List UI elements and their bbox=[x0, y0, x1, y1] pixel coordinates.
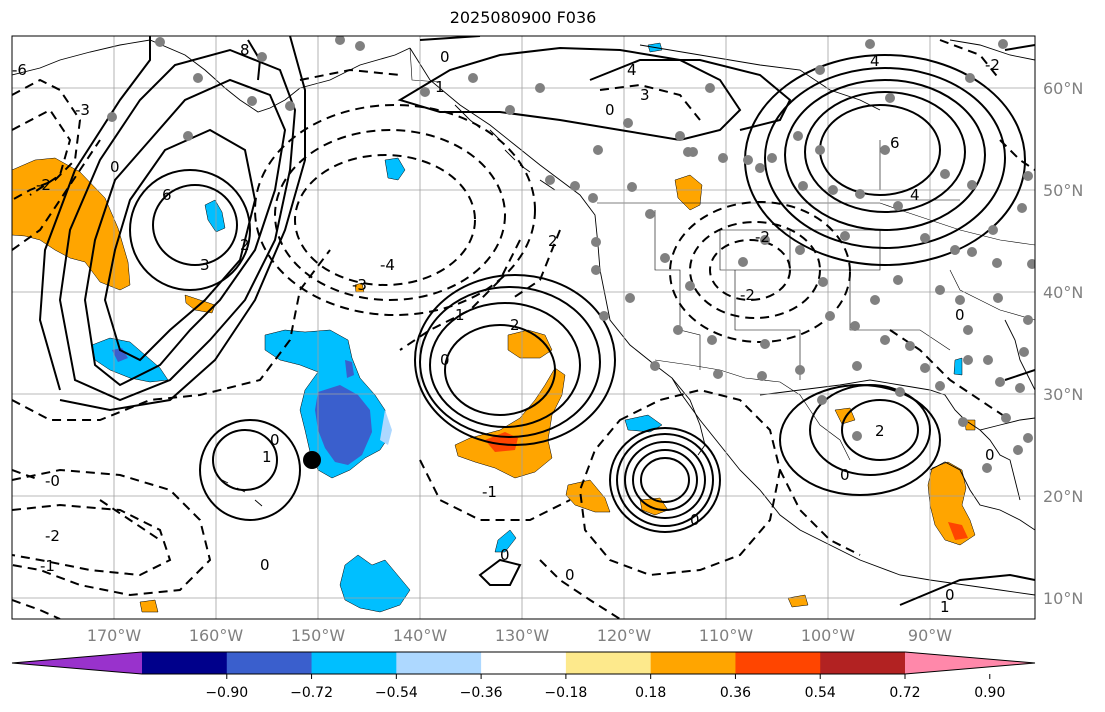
svg-text:6: 6 bbox=[162, 186, 172, 204]
svg-text:-3: -3 bbox=[352, 276, 367, 294]
svg-text:0: 0 bbox=[955, 306, 965, 324]
colorbar-segment bbox=[226, 652, 313, 674]
svg-text:-2: -2 bbox=[755, 228, 770, 246]
svg-text:2: 2 bbox=[240, 236, 250, 254]
svg-text:6: 6 bbox=[890, 134, 900, 152]
svg-text:-1: -1 bbox=[40, 557, 55, 575]
svg-text:-3: -3 bbox=[75, 101, 90, 119]
colorbar-extend-min bbox=[12, 652, 142, 674]
map-title: 2025080900 F036 bbox=[449, 8, 597, 27]
lon-label: 150°W bbox=[291, 626, 346, 645]
svg-text:0: 0 bbox=[605, 101, 615, 119]
positive-contours bbox=[38, 36, 1035, 606]
colorbar-segment bbox=[735, 652, 821, 674]
negative-contours bbox=[12, 39, 1035, 619]
svg-text:0: 0 bbox=[440, 48, 450, 66]
svg-text:0: 0 bbox=[985, 446, 995, 464]
lat-label: 40°N bbox=[1043, 283, 1083, 302]
lat-axis-labels: 60°N 50°N 40°N 30°N 20°N 10°N bbox=[1043, 79, 1083, 608]
svg-text:-2: -2 bbox=[36, 176, 51, 194]
map-area: 8 6 3 2 -4 -3 0 1 4 3 0 6 4 -2 -2 4 -2 2… bbox=[12, 36, 1035, 619]
svg-text:0: 0 bbox=[260, 556, 270, 574]
svg-text:0: 0 bbox=[690, 511, 700, 529]
map-frame bbox=[11, 35, 1036, 620]
svg-text:-2: -2 bbox=[985, 56, 1000, 74]
colorbar-extend-max bbox=[905, 652, 1035, 674]
borders bbox=[409, 47, 1035, 461]
colorbar-tick-label: −0.18 bbox=[544, 685, 587, 701]
colorbar-tick-label: 0.18 bbox=[635, 685, 666, 701]
lon-axis-labels: 170°W 160°W 150°W 140°W 130°W 120°W 110°… bbox=[87, 626, 952, 645]
svg-text:0: 0 bbox=[440, 351, 450, 369]
colorbar: −0.90 −0.72 −0.54 −0.36 −0.18 0.18 0.36 0.54 0.7… bbox=[11, 651, 1036, 701]
svg-text:-6: -6 bbox=[12, 61, 27, 79]
colorbar-segment bbox=[481, 652, 567, 674]
colorbar-tick-label: 0.72 bbox=[889, 685, 920, 701]
lon-label: 130°W bbox=[495, 626, 550, 645]
contour-labels: 8 6 3 2 -4 -3 0 1 4 3 0 6 4 -2 -2 4 -2 2… bbox=[12, 41, 1000, 616]
svg-text:-0: -0 bbox=[45, 472, 60, 490]
svg-text:-1: -1 bbox=[482, 483, 497, 501]
svg-text:1: 1 bbox=[455, 306, 465, 324]
svg-text:0: 0 bbox=[500, 546, 510, 564]
svg-text:0: 0 bbox=[945, 586, 955, 604]
lon-label: 170°W bbox=[87, 626, 142, 645]
lon-label: 120°W bbox=[597, 626, 652, 645]
colorbar-tick-label: −0.54 bbox=[375, 685, 418, 701]
svg-text:-2: -2 bbox=[45, 527, 60, 545]
positive-anomaly-region bbox=[454, 367, 566, 479]
svg-text:3: 3 bbox=[200, 256, 210, 274]
colorbar-tick-label: −0.36 bbox=[460, 685, 503, 701]
lon-label: 110°W bbox=[699, 626, 754, 645]
svg-text:0: 0 bbox=[110, 158, 120, 176]
svg-text:0: 0 bbox=[840, 466, 850, 484]
colorbar-segment bbox=[650, 652, 736, 674]
svg-text:2: 2 bbox=[548, 232, 558, 250]
svg-text:1: 1 bbox=[435, 78, 445, 96]
coastlines bbox=[12, 39, 1035, 596]
lon-label: 100°W bbox=[801, 626, 856, 645]
svg-text:2: 2 bbox=[875, 422, 885, 440]
colorbar-tick-label: 0.90 bbox=[974, 685, 1005, 701]
lon-label: 140°W bbox=[393, 626, 448, 645]
colorbar-segment bbox=[820, 652, 906, 674]
svg-text:0: 0 bbox=[565, 566, 575, 584]
colorbar-tick-label: 0.36 bbox=[720, 685, 751, 701]
svg-text:4: 4 bbox=[910, 186, 920, 204]
lon-label: 160°W bbox=[189, 626, 244, 645]
colorbar-segment bbox=[142, 652, 228, 674]
svg-text:0: 0 bbox=[270, 431, 280, 449]
lon-label: 90°W bbox=[908, 626, 952, 645]
colorbar-tick-label: −0.90 bbox=[205, 685, 248, 701]
colorbar-segment bbox=[396, 652, 482, 674]
lat-label: 60°N bbox=[1043, 79, 1083, 98]
svg-text:-4: -4 bbox=[380, 256, 395, 274]
lat-label: 20°N bbox=[1043, 487, 1083, 506]
lat-label: 10°N bbox=[1043, 589, 1083, 608]
colorbar-tick-label: 0.54 bbox=[805, 685, 836, 701]
svg-text:8: 8 bbox=[240, 41, 250, 59]
svg-text:1: 1 bbox=[940, 598, 950, 616]
svg-text:4: 4 bbox=[870, 52, 880, 70]
svg-text:-2: -2 bbox=[740, 286, 755, 304]
station-markers bbox=[107, 36, 1035, 473]
colorbar-tick-label: −0.72 bbox=[290, 685, 333, 701]
svg-text:2: 2 bbox=[510, 316, 520, 334]
svg-text:4: 4 bbox=[627, 61, 637, 79]
gridlines bbox=[12, 36, 1035, 619]
colorbar-segment bbox=[565, 652, 652, 674]
location-marker bbox=[303, 451, 321, 469]
svg-text:1: 1 bbox=[262, 448, 272, 466]
lat-label: 50°N bbox=[1043, 181, 1083, 200]
svg-text:3: 3 bbox=[640, 86, 650, 104]
lat-label: 30°N bbox=[1043, 385, 1083, 404]
positive-anomaly-region bbox=[12, 157, 131, 291]
colorbar-segment bbox=[311, 652, 397, 674]
